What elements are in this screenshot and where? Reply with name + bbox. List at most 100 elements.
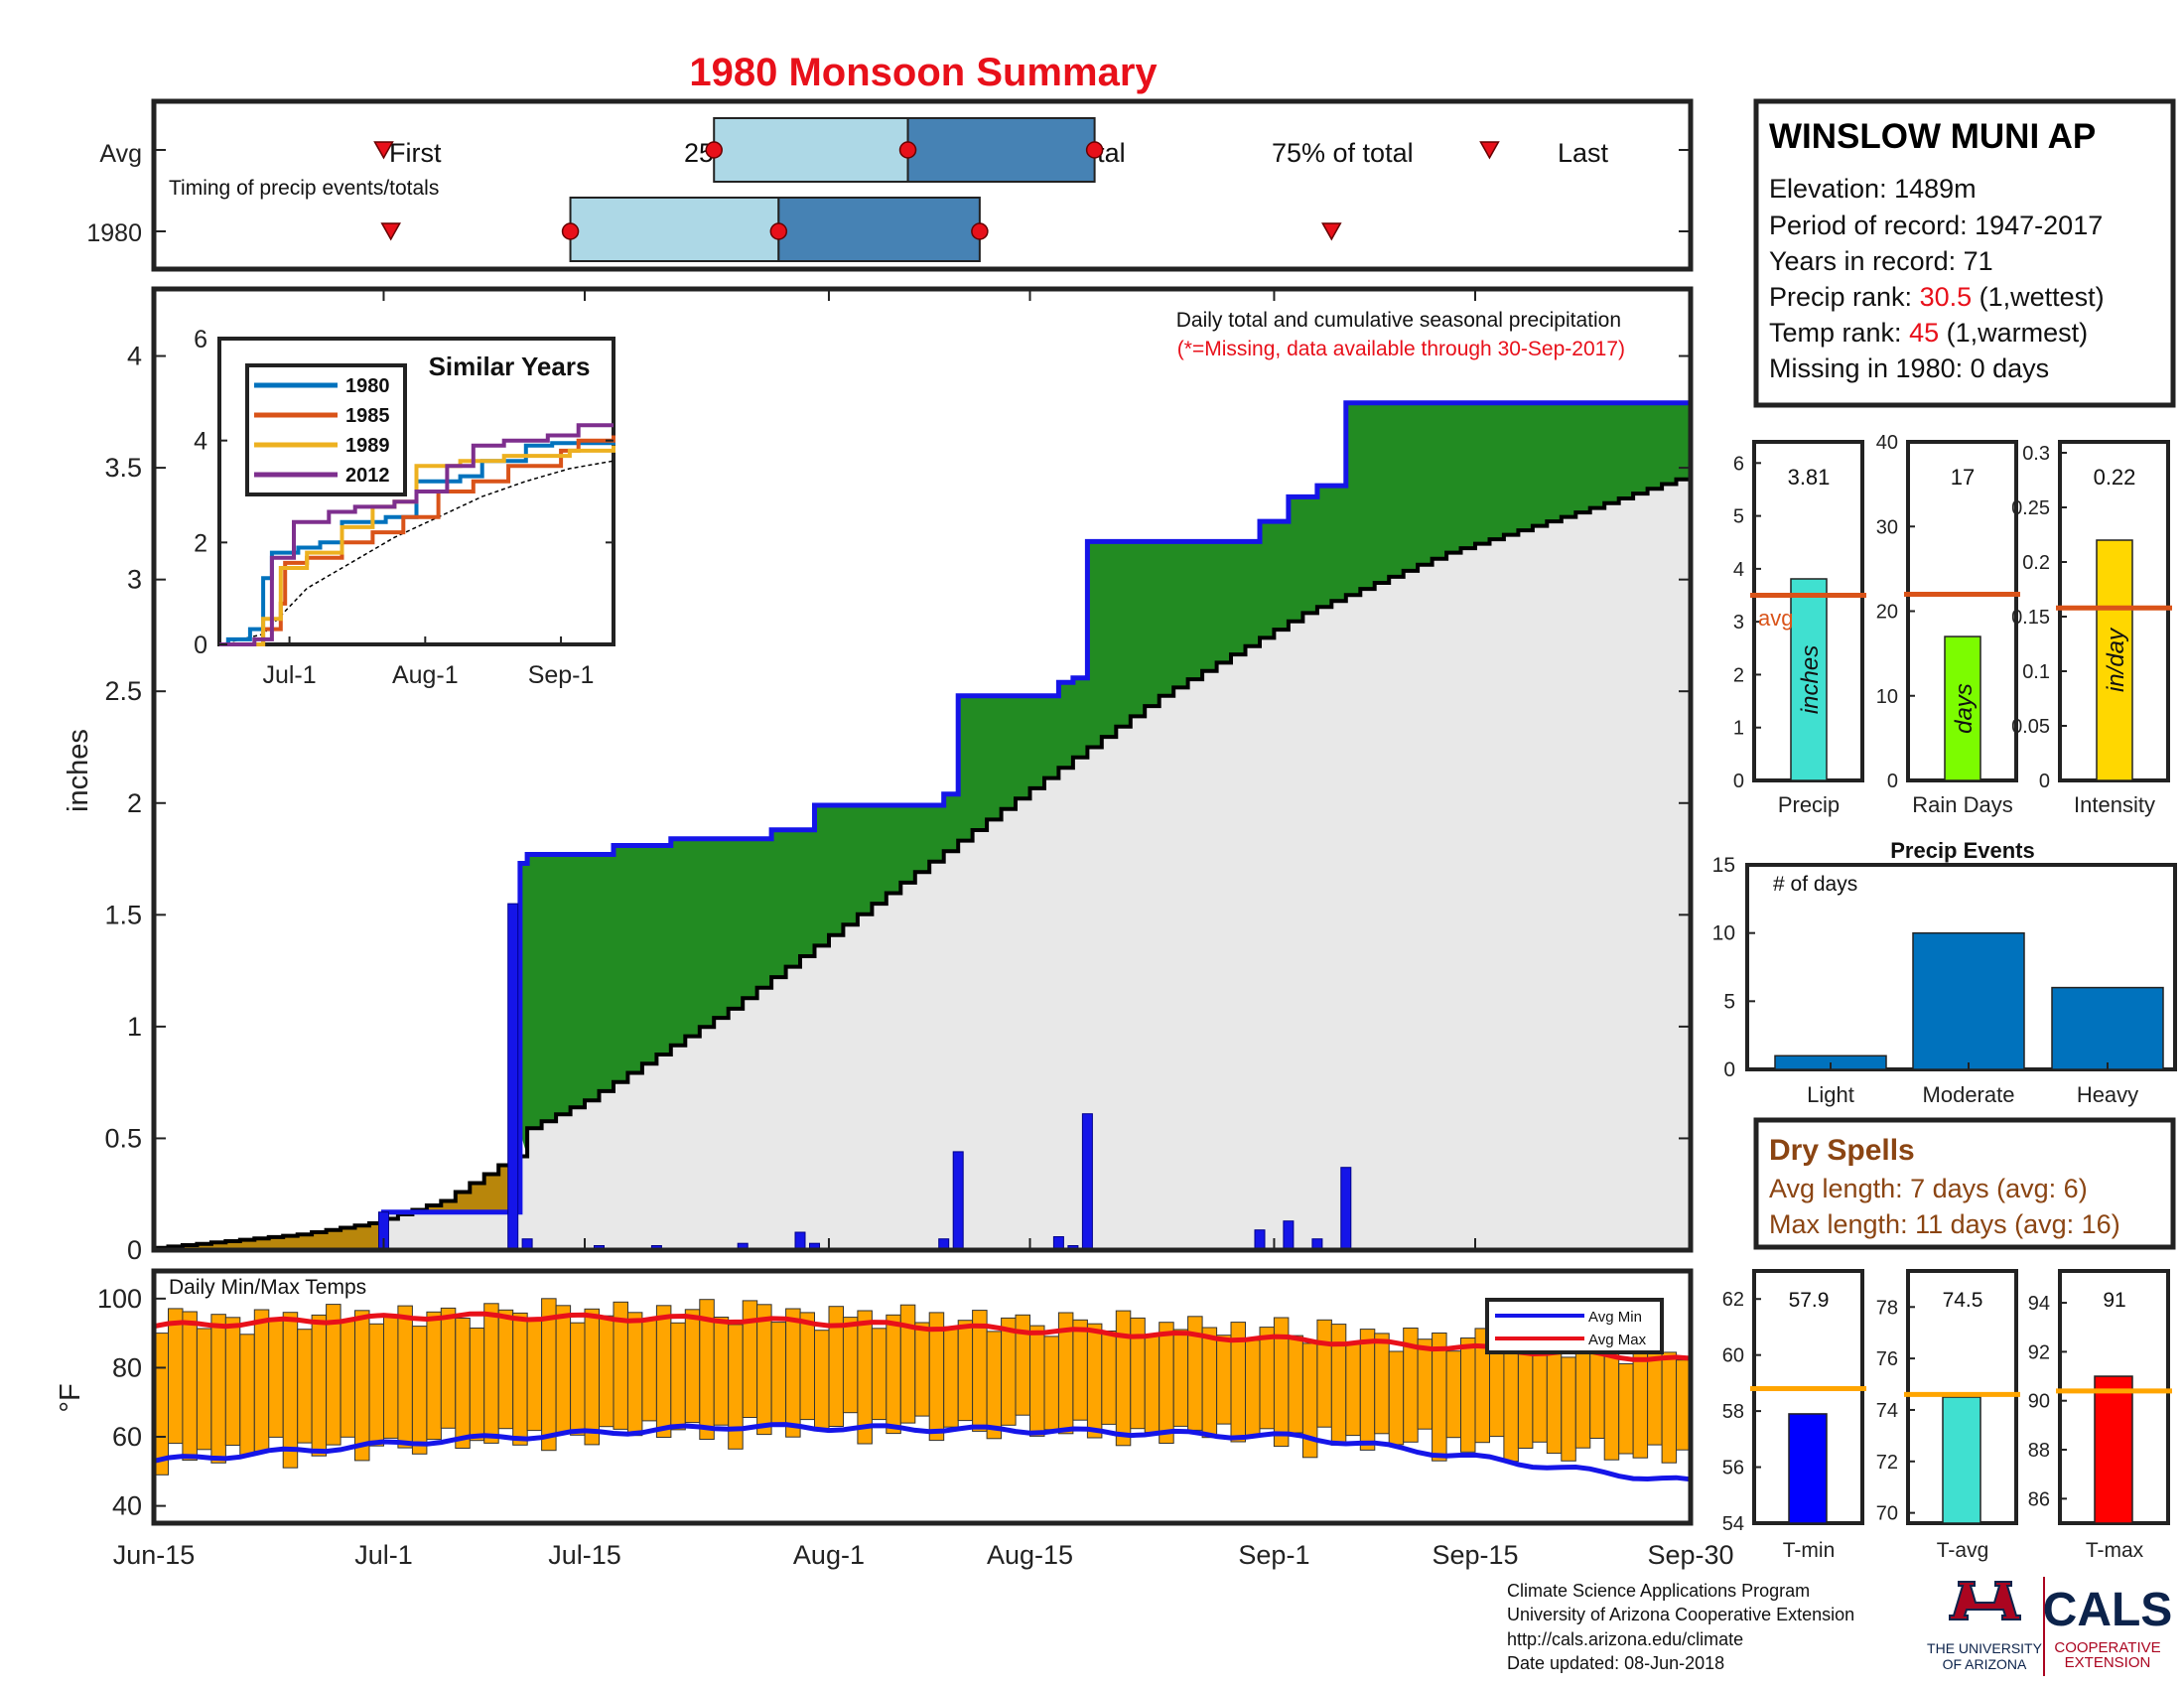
temp-range-bar-3 [196,1328,212,1451]
main-ytick-label-8: 4 [127,342,142,371]
xtick-label-3: Aug-1 [793,1540,865,1570]
temp-range-bar-7 [253,1309,270,1453]
timing-last-label: Last [1558,138,1609,168]
temp-range-bar-96 [1532,1344,1548,1443]
precip-xlabel: Precip [1778,792,1840,817]
timing-marker-dot-1 [898,141,917,159]
university-of-arizona-logo: THE UNIVERSITY OF ARIZONA [1927,1581,2043,1672]
main-ytick-label-6: 3 [127,565,142,595]
temp-range-bar-8 [268,1319,284,1438]
event-bar-moderate [1912,931,2025,1070]
station-temp-rank: Temp rank: 45 (1,warmest) [1769,318,2088,348]
temp-range-bar-19 [426,1311,442,1441]
temp-range-bar-86 [1388,1350,1405,1446]
main-note-2: (*=Missing, data available through 30-Se… [1177,338,1625,360]
footer: Climate Science Applications Program Uni… [1507,1581,1854,1673]
timing-marker-dot-2 [1085,141,1104,159]
temp-range-bar-94 [1503,1336,1519,1463]
xtick-label-0: Jun-15 [113,1540,196,1570]
daily-precip-bar-1 [507,903,519,1251]
intensity-ytick-label-5: 0.25 [2011,497,2050,519]
intensity-unit-label: in/day [2103,627,2129,692]
timing-triangle-0 [373,141,394,160]
dry-spells-title: Dry Spells [1769,1134,1915,1167]
temp-range-bar-64 [1072,1319,1088,1421]
precip-bar [1790,578,1828,781]
dry-spells-max: Max length: 11 days (avg: 16) [1769,1209,2120,1239]
temp-range-bar-43 [770,1322,787,1425]
daily-precip-bar-14 [1283,1220,1295,1251]
daily-temps-chart: Daily Min/Max Temps °F Avg Min Avg Max 4… [55,1268,1694,1526]
temp-range-bar-4 [210,1314,226,1464]
temp-range-bar-89 [1432,1333,1447,1462]
temp-ytick-label-1-3: 76 [1876,1348,1898,1370]
chart-title: 1980 Monsoon Summary [689,51,1158,94]
timing-marker-dot-3 [561,222,580,240]
temp-range-bar-39 [713,1317,730,1426]
temp-range-bar-26 [526,1319,543,1432]
temp-value-label-0: 57.9 [1789,1289,1830,1312]
main-ytick-label-5: 2.5 [104,676,142,706]
rain-days-ytick-label-0: 0 [1887,771,1898,792]
temp-range-bar-98 [1561,1356,1576,1462]
year-q1-box [569,197,780,262]
temp-range-bar-61 [1029,1325,1045,1437]
events-sublabel: # of days [1773,873,1857,896]
precip-unit-label: inches [1797,645,1824,714]
temp-range-bar-58 [986,1331,1003,1440]
event-xlabel-1: Moderate [1923,1082,2015,1107]
temp-range-bar-10 [297,1329,313,1444]
main-ytick-label-3: 1.5 [104,900,142,929]
station-precip-rank: Precip rank: 30.5 (1,wettest) [1769,282,2105,312]
rain-days-ytick-label-1: 10 [1876,686,1898,708]
early-season-area [383,1211,520,1250]
ua-line-2: OF ARIZONA [1943,1656,2027,1672]
temp-range-bar-22 [469,1328,485,1442]
temp-value-label-2: 91 [2103,1289,2125,1312]
ua-line-1: THE UNIVERSITY [1927,1640,2043,1656]
temp-range-bar-79 [1288,1335,1303,1434]
temp-ytick-label-0-1: 56 [1722,1458,1744,1479]
precip-ytick-label-4: 4 [1733,559,1744,581]
precip-stat-bars: inches 3.81 Precip 0 1 2 3 4 5 6 days 17 Rain Days 0 1… [1733,432,2172,817]
temp-range-bar-30 [584,1308,600,1446]
inset-ytick-label-3: 6 [194,326,207,353]
event-ytick-label-3: 15 [1712,854,1735,877]
event-ytick-label-1: 5 [1723,990,1735,1013]
temp-range-bar-62 [1043,1336,1059,1431]
temps-title: Daily Min/Max Temps [169,1276,366,1299]
timing-marker-dot-4 [769,222,788,240]
temp-range-bar-85 [1374,1333,1390,1435]
temp-ytick-label-0-3: 60 [1722,1345,1744,1367]
temp-ytick-label-2-4: 94 [2028,1293,2050,1315]
intensity-ytick-label-4: 0.2 [2022,552,2050,574]
temp-range-bar-15 [368,1323,384,1447]
temp-range-bar-48 [842,1317,859,1414]
timing-triangle-2 [380,222,401,241]
temp-range-bar-56 [957,1320,974,1422]
station-name: WINSLOW MUNI AP [1769,117,2096,156]
temps-ytick-label-1: 60 [112,1422,142,1452]
inset-title: Similar Years [429,352,591,381]
main-note-1: Daily total and cumulative seasonal prec… [1176,309,1621,332]
temp-range-bar-28 [555,1305,572,1434]
temp-range-bar-1 [168,1308,184,1445]
temp-range-bar-102 [1618,1363,1634,1455]
temp-range-bar-25 [512,1312,528,1446]
precip-avg-label: avg [1758,606,1793,631]
similar-years-inset: Similar Years 1980 1985 1989 2012 0 2 4 6 Jul-1… [194,326,615,689]
temp-xlabel-2: T-max [2086,1539,2144,1562]
temp-range-bar-2 [182,1311,198,1462]
temp-range-bar-11 [311,1314,328,1457]
year-q2-box [777,197,981,262]
temp-range-bar-44 [785,1308,801,1438]
rain-days-bar [1944,635,1981,781]
rain-days-ytick-label-4: 40 [1876,432,1898,454]
temp-range-bar-12 [326,1304,341,1446]
temp-range-bar-71 [1172,1329,1189,1427]
temp-range-bar-73 [1201,1327,1218,1439]
avg-max-line [153,1311,1692,1362]
event-bar-heavy [2051,986,2164,1070]
inset-legend-label-3: 2012 [345,465,390,487]
temps-ylabel: °F [55,1383,86,1412]
